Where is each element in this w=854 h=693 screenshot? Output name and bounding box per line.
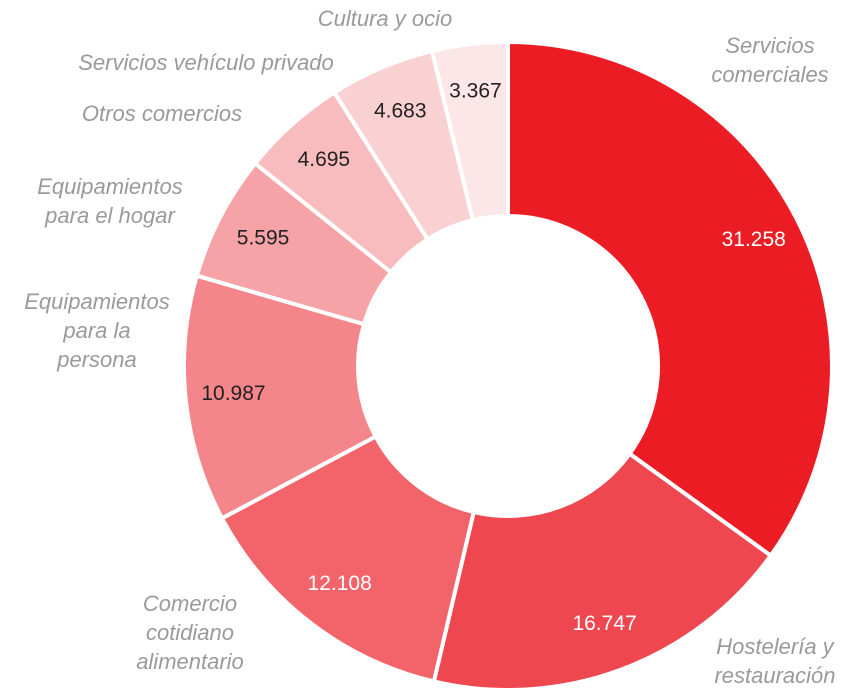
value-label: 31.258 <box>722 228 786 251</box>
value-label: 4.683 <box>374 99 427 122</box>
value-label: 16.747 <box>572 612 636 635</box>
category-label-line: para el hogar <box>44 203 176 228</box>
category-label-line: persona <box>56 347 137 372</box>
category-label: Servicios vehículo privado <box>78 50 334 75</box>
category-label-line: Otros comercios <box>82 101 242 126</box>
category-label: Servicios comerciales <box>711 33 828 87</box>
category-label-line: Servicios vehículo privado <box>78 50 334 75</box>
category-label-line: cotidiano <box>146 620 234 645</box>
category-label-line: comerciales <box>711 62 828 87</box>
category-label: Comercio cotidiano alimentario <box>136 591 244 674</box>
donut-slice <box>431 450 774 692</box>
value-label: 4.695 <box>298 148 351 171</box>
value-label: 5.595 <box>237 226 290 249</box>
category-label-line: Cultura y ocio <box>318 6 453 31</box>
donut-slice <box>182 273 379 522</box>
value-label: 3.367 <box>449 79 502 102</box>
value-label: 10.987 <box>201 382 265 405</box>
donut-slice <box>506 39 834 559</box>
category-label-line: Equipamientos <box>37 174 183 199</box>
category-label-line: Servicios <box>725 33 814 58</box>
category-label: Equipamientos para el hogar <box>37 174 183 228</box>
category-label: Equipamientos para la persona <box>24 289 170 372</box>
donut-slice <box>219 433 477 684</box>
category-label-line: para la <box>62 318 130 343</box>
category-label: Hostelería y restauración <box>714 634 835 688</box>
category-label-line: Comercio <box>143 591 237 616</box>
value-label: 12.108 <box>308 572 372 595</box>
category-label: Otros comercios <box>82 101 242 126</box>
category-label-line: Equipamientos <box>24 289 170 314</box>
category-label-line: Hostelería y <box>716 634 835 659</box>
category-label-line: restauración <box>714 663 835 688</box>
donut-slice <box>429 39 510 223</box>
category-label-line: alimentario <box>136 649 244 674</box>
category-label: Cultura y ocio <box>318 6 453 31</box>
